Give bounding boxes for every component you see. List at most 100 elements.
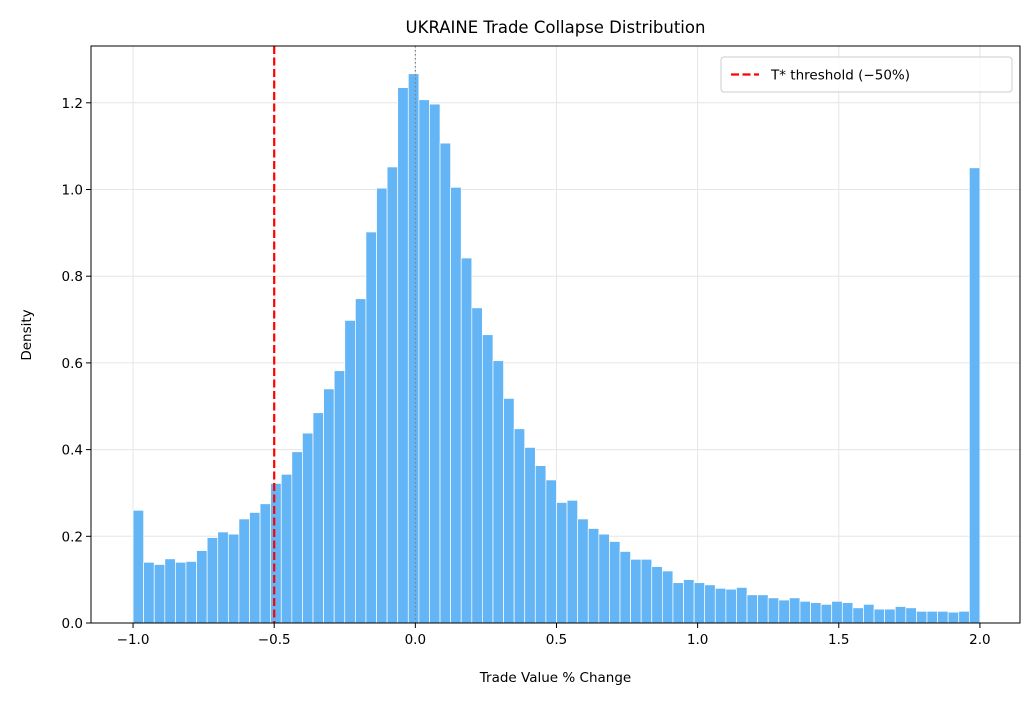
chart-title: UKRAINE Trade Collapse Distribution (406, 18, 706, 37)
legend: T* threshold (−50%) (720, 56, 1013, 93)
histogram-bar (217, 531, 229, 624)
histogram-bar (968, 167, 981, 624)
legend-box (720, 56, 1013, 93)
histogram-bar (429, 103, 441, 624)
histogram-bar (249, 512, 261, 624)
x-tick-label: −0.5 (258, 632, 291, 648)
histogram-bar (238, 518, 250, 624)
histogram-bar (630, 558, 642, 624)
histogram-bar (323, 388, 335, 624)
histogram-bar (736, 587, 748, 624)
histogram-bar (746, 594, 758, 624)
histogram-bar (344, 320, 356, 624)
histogram-bar (916, 610, 928, 624)
histogram-bar (884, 608, 896, 624)
y-tick-label: 0.8 (62, 269, 83, 285)
histogram-bar (302, 432, 314, 624)
histogram-bar (683, 579, 695, 624)
histogram-bar (206, 537, 219, 624)
histogram-bar (852, 607, 864, 624)
histogram-bar (799, 600, 811, 624)
histogram-bar (407, 73, 420, 624)
histogram-bar (651, 566, 663, 624)
x-axis-label: Trade Value % Change (479, 670, 631, 686)
histogram-bar (789, 597, 801, 624)
histogram-bar (905, 607, 917, 624)
histogram-bar (196, 550, 208, 624)
histogram-bar (704, 584, 716, 624)
histogram-bar (757, 594, 769, 624)
histogram-bar (725, 588, 737, 624)
histogram-bar (450, 186, 462, 624)
x-tick-label: 1.5 (828, 632, 849, 648)
histogram-bar (376, 187, 388, 624)
histogram-bar (714, 587, 727, 624)
histogram-bar (333, 370, 346, 624)
histogram-bar (947, 611, 960, 624)
histogram-bar (386, 166, 399, 624)
histogram-bar (534, 465, 547, 624)
histogram-bar (460, 257, 473, 624)
y-tick-label: 1.2 (62, 96, 83, 112)
bars (132, 73, 981, 624)
axes-frame (90, 45, 1021, 624)
histogram-bar (312, 412, 324, 624)
histogram-bar (545, 479, 557, 624)
histogram-bar (397, 87, 409, 624)
histogram-bar (609, 541, 621, 624)
y-tick-label: 1.0 (62, 182, 83, 198)
histogram-bar (831, 600, 843, 624)
histogram-bar (873, 608, 885, 624)
x-tick-label: 2.0 (969, 632, 990, 648)
x-tick-label: 1.0 (687, 632, 708, 648)
histogram-bar (153, 564, 166, 624)
histogram-bar (810, 602, 822, 624)
histogram-bar (778, 599, 790, 624)
y-axis-ticks: 0.0 0.2 0.4 0.6 0.8 1.0 1.2 (62, 96, 91, 632)
histogram-bar (672, 582, 684, 624)
histogram-bar (513, 428, 526, 624)
histogram-bar (503, 398, 515, 624)
histogram-bar (524, 447, 536, 624)
histogram-bar (619, 551, 631, 624)
y-tick-label: 0.0 (62, 616, 83, 632)
grid-lines (91, 46, 1020, 624)
histogram-bar (143, 561, 155, 624)
histogram-bar (767, 597, 780, 624)
histogram-bar (132, 509, 144, 624)
histogram-bar (820, 604, 833, 624)
histogram-bar (270, 483, 282, 624)
histogram-bar (280, 473, 293, 624)
x-tick-label: 0.0 (405, 632, 426, 648)
histogram-bar (661, 570, 674, 624)
histogram-bar (577, 518, 589, 624)
histogram-bar (418, 99, 430, 624)
x-axis-ticks: −1.0 −0.5 0.0 0.5 1.0 1.5 2.0 (117, 623, 991, 648)
histogram-bar (471, 307, 483, 624)
histogram-bar (587, 528, 600, 624)
histogram-bar (259, 503, 272, 624)
legend-threshold-label: T* threshold (−50%) (770, 68, 910, 84)
histogram-bar (227, 533, 240, 624)
histogram-bar (566, 499, 579, 624)
histogram-bar (693, 582, 706, 624)
histogram-bar (937, 610, 949, 624)
histogram-bar (175, 561, 187, 624)
histogram-bar (355, 298, 367, 624)
x-tick-label: −1.0 (117, 632, 150, 648)
y-axis-label: Density (19, 309, 35, 360)
histogram-bar (164, 558, 176, 624)
x-tick-label: 0.5 (546, 632, 567, 648)
histogram-bar (365, 231, 377, 624)
histogram-bar (482, 334, 494, 624)
y-tick-label: 0.6 (62, 356, 83, 372)
histogram-bar (492, 360, 504, 624)
histogram-bar (439, 142, 451, 624)
histogram-bar (926, 610, 938, 624)
histogram-bar (185, 561, 197, 624)
histogram-bar (291, 451, 303, 624)
histogram-bar (598, 533, 610, 624)
histogram-bar (894, 606, 907, 624)
y-tick-label: 0.2 (62, 529, 83, 545)
